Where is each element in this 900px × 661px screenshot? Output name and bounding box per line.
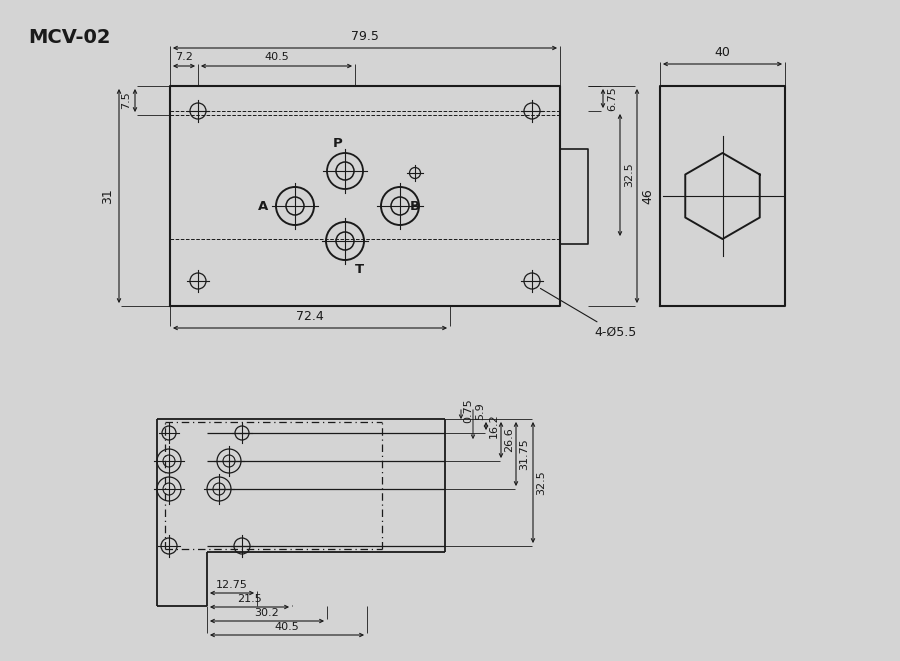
Text: 7.5: 7.5 <box>121 92 131 109</box>
Text: 16.2: 16.2 <box>489 414 499 438</box>
Text: 31.75: 31.75 <box>519 438 529 470</box>
Text: 21.5: 21.5 <box>237 594 262 604</box>
Text: 4-Ø5.5: 4-Ø5.5 <box>540 288 636 339</box>
Text: 5.9: 5.9 <box>475 402 485 420</box>
Text: 30.2: 30.2 <box>255 608 279 618</box>
Text: 79.5: 79.5 <box>351 30 379 43</box>
Text: 72.4: 72.4 <box>296 310 324 323</box>
Text: 32.5: 32.5 <box>624 163 634 187</box>
Text: MCV-02: MCV-02 <box>28 28 111 47</box>
Text: A: A <box>257 200 268 212</box>
Text: 46: 46 <box>641 188 654 204</box>
Text: T: T <box>355 263 365 276</box>
Text: 0.75: 0.75 <box>463 399 473 424</box>
Text: 40.5: 40.5 <box>274 622 300 632</box>
Text: 26.6: 26.6 <box>504 428 514 452</box>
Text: 40: 40 <box>715 46 731 59</box>
Text: 7.2: 7.2 <box>176 52 193 62</box>
Text: 12.75: 12.75 <box>216 580 248 590</box>
Text: 40.5: 40.5 <box>264 52 289 62</box>
Text: 31: 31 <box>101 188 114 204</box>
Text: B: B <box>410 200 420 212</box>
Text: P: P <box>333 137 343 150</box>
Text: 32.5: 32.5 <box>536 470 546 495</box>
Text: 6.75: 6.75 <box>607 86 617 111</box>
